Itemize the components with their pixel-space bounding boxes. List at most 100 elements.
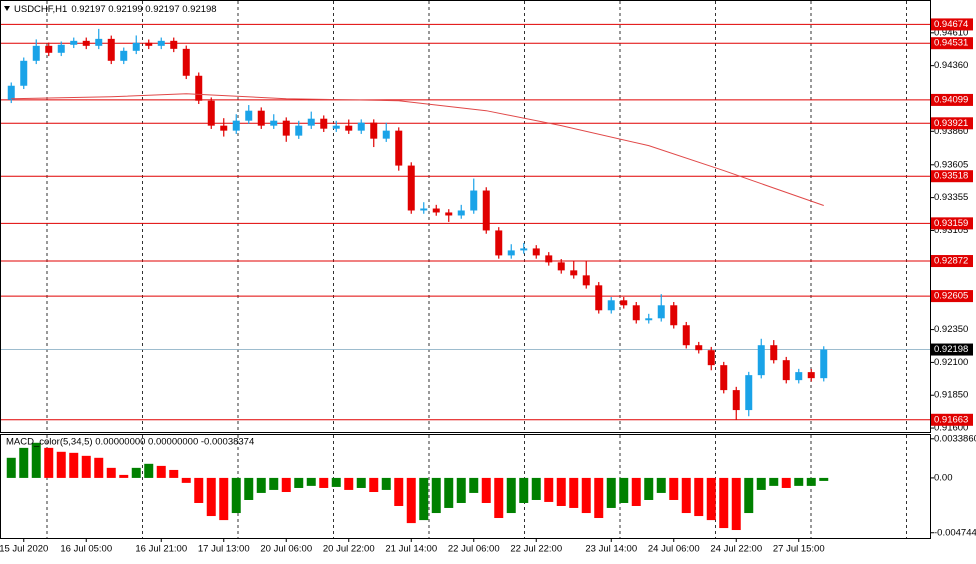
macd-bar	[731, 477, 741, 531]
candle-body	[695, 345, 703, 351]
y-tick-label: 0.93105	[934, 225, 968, 236]
macd-bar	[344, 477, 354, 490]
quote: 0.92197 0.92199 0.92197 0.92198	[71, 4, 216, 15]
candle-body	[382, 130, 390, 139]
macd-bar	[269, 477, 279, 490]
macd-bar	[669, 477, 679, 500]
macd-bar	[131, 467, 141, 478]
candle-body	[145, 42, 153, 46]
current-tag	[931, 343, 973, 356]
candle-body	[170, 40, 178, 49]
candle-body	[270, 120, 278, 126]
x-tick-label: 17 Jul 13:00	[198, 544, 250, 555]
macd-bar	[644, 477, 654, 500]
candle-body	[245, 110, 253, 121]
candle-body	[307, 118, 315, 126]
x-tick-label: 24 Jul 06:00	[648, 544, 700, 555]
candle-body	[32, 45, 40, 61]
candle-body	[257, 110, 265, 126]
level-label: 0.93518	[934, 171, 968, 182]
candle-body	[682, 325, 690, 346]
candle-body	[57, 44, 65, 53]
candle-body	[357, 122, 365, 131]
candle-body	[520, 248, 528, 251]
candle-body	[570, 270, 578, 276]
macd-bar	[544, 477, 554, 502]
macd-bar	[181, 477, 191, 483]
x-tick-label: 20 Jul 22:00	[323, 544, 375, 555]
macd-bar	[656, 477, 666, 493]
header: USDCHF,H1 0.92197 0.92199 0.92197 0.92198	[14, 4, 217, 15]
candle-body	[407, 165, 415, 211]
moving-average	[11, 93, 824, 206]
y-tick-label: 0.93860	[934, 126, 968, 137]
candle-body	[545, 255, 553, 263]
candle-body	[557, 262, 565, 271]
candle-body	[582, 275, 590, 286]
macd-label: MACD_color(5,34,5) 0.00000000 0.00000000…	[6, 437, 254, 448]
macd-bar	[456, 477, 466, 503]
macd-bar	[81, 455, 91, 478]
candle-body	[507, 250, 515, 256]
candle-body	[220, 125, 228, 131]
macd-bar	[706, 477, 716, 521]
level-tag	[931, 255, 973, 268]
x-tick-label: 23 Jul 14:00	[585, 544, 637, 555]
macd-bar	[406, 477, 416, 524]
x-tick-label: 27 Jul 15:00	[773, 544, 825, 555]
y-tick-label: 0.91850	[934, 390, 968, 401]
x-tick-label: 24 Jul 22:00	[710, 544, 762, 555]
macd-bar	[244, 477, 254, 500]
candle-body	[120, 50, 128, 61]
macd-bar	[494, 477, 504, 519]
level-label: 0.93159	[934, 218, 968, 229]
candle-body	[632, 305, 640, 321]
macd-bar	[694, 477, 704, 517]
macd-bar	[631, 477, 641, 506]
y-tick-label: 0.92100	[934, 357, 968, 368]
candle-body	[207, 100, 215, 126]
macd-bar	[619, 477, 629, 503]
candle-body	[782, 360, 790, 381]
candle-body	[670, 305, 678, 326]
candle-body	[795, 372, 803, 381]
macd-bar	[31, 442, 41, 478]
macd-bar	[769, 477, 779, 486]
candle-body	[757, 345, 765, 376]
macd-bar	[231, 477, 241, 514]
macd-bar	[256, 477, 266, 493]
menu-triangle	[4, 6, 10, 11]
level-label: 0.92872	[934, 256, 968, 267]
macd-tick-label: 0.0033860	[934, 433, 976, 444]
candle-body	[445, 212, 453, 216]
candle-body	[95, 38, 103, 46]
macd-bar	[206, 477, 216, 517]
candle-body	[195, 75, 203, 101]
candle-body	[620, 300, 628, 306]
level-tag	[931, 117, 973, 130]
candle-body	[770, 345, 778, 361]
macd-bar	[531, 477, 541, 500]
candle-body	[432, 208, 440, 213]
macd-bar	[756, 477, 766, 490]
macd-bar	[194, 477, 204, 503]
macd-bar	[519, 477, 529, 503]
candle-body	[332, 125, 340, 129]
macd-bar	[306, 477, 316, 486]
macd-bar	[394, 477, 404, 506]
main-panel	[0, 0, 931, 433]
level-label: 0.93921	[934, 118, 968, 129]
candle-body	[107, 38, 115, 61]
candle-body	[707, 350, 715, 366]
level-tag	[931, 37, 973, 50]
candle-body	[395, 130, 403, 166]
candle-body	[182, 48, 190, 76]
candle-body	[482, 190, 490, 231]
macd-bar	[381, 477, 391, 490]
macd-bar	[119, 474, 129, 478]
x-tick-label: 16 Jul 05:00	[60, 544, 112, 555]
candle-body	[732, 390, 740, 411]
candle-body	[457, 210, 465, 216]
